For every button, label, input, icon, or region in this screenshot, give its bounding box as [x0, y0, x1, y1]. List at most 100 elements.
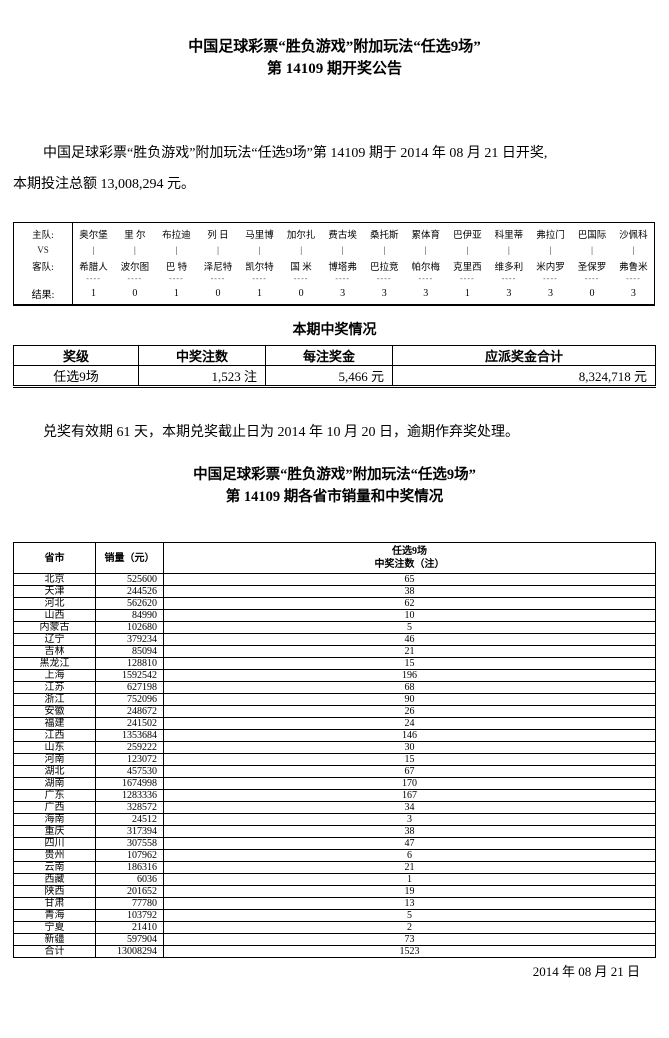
province-row: 北京 525600 65 [13, 573, 656, 586]
province-row: 四川 307558 47 [13, 837, 656, 850]
province-sales: 241502 [95, 717, 164, 730]
province-wins: 19 [163, 885, 656, 898]
province-wins: 47 [163, 837, 656, 850]
province-wins: 5 [163, 909, 656, 922]
province-sales: 562620 [95, 597, 164, 610]
province-row: 云南 186316 21 [13, 861, 656, 874]
page-title: 中国足球彩票“胜负游戏”附加玩法“任选9场” 第 14109 期开奖公告 [0, 36, 669, 80]
province-sales: 328572 [95, 801, 164, 814]
province-wins: 46 [163, 633, 656, 646]
province-row: 湖北 457530 67 [13, 765, 656, 778]
dash-separator: ---- [584, 274, 600, 283]
province-title-line2: 第 14109 期各省市销量和中奖情况 [225, 489, 444, 505]
province-name: 吉林 [13, 645, 96, 658]
province-row: 甘肃 77780 13 [13, 897, 656, 910]
result-row-label: 结果: [13, 283, 73, 305]
province-wins: 2 [163, 921, 656, 934]
match-away-team: 泽尼特 [203, 263, 233, 273]
match-home-team: 巴国际 [577, 231, 607, 241]
province-name: 浙江 [13, 693, 96, 706]
province-row: 山西 84990 10 [13, 609, 656, 622]
province-wins: 170 [163, 777, 656, 790]
province-wins: 90 [163, 693, 656, 706]
province-name: 北京 [13, 573, 96, 586]
province-sales: 248672 [95, 705, 164, 718]
match-away-team: 帕尔梅 [411, 263, 441, 273]
match-result: 1 [464, 288, 470, 299]
province-row: 辽宁 379234 46 [13, 633, 656, 646]
province-name: 上海 [13, 669, 96, 682]
match-table: 主队: 奥尔堡 里 尔 布拉迪 列 日 马里博 加尔扎 费古埃 桑托斯 累体育 巴伊亚 科里蒂 弗拉门… [13, 222, 655, 306]
dash-separator: ---- [127, 274, 143, 283]
province-wins: 26 [163, 705, 656, 718]
province-name: 江苏 [13, 681, 96, 694]
province-sales: 107962 [95, 849, 164, 862]
province-name: 河南 [13, 753, 96, 766]
match-result: 1 [173, 288, 179, 299]
match-away-team: 国 米 [290, 263, 312, 273]
province-name: 安徽 [13, 705, 96, 718]
province-sales: 752096 [95, 693, 164, 706]
province-wins: 196 [163, 669, 656, 682]
match-result: 3 [423, 288, 429, 299]
province-sales: 1283336 [95, 789, 164, 802]
province-row: 海南 24512 3 [13, 813, 656, 826]
match-home-team: 巴伊亚 [453, 231, 482, 241]
match-home-team: 弗拉门 [536, 231, 565, 241]
province-name: 云南 [13, 861, 96, 874]
province-row: 福建 241502 24 [13, 717, 656, 730]
page-title-line2: 第 14109 期开奖公告 [266, 61, 402, 77]
vs-separator: | [632, 245, 635, 255]
dash-separator: ---- [376, 274, 392, 283]
province-sales: 1353684 [95, 729, 164, 742]
province-sales: 13008294 [95, 945, 164, 958]
province-row: 吉林 85094 21 [13, 645, 656, 658]
dash-separator: ---- [252, 274, 267, 283]
prize-header-row: 奖级 中奖注数 每注奖金 应派奖金合计 [13, 345, 656, 366]
match-result: 1 [91, 288, 97, 299]
province-wins: 167 [163, 789, 656, 802]
province-wins: 73 [163, 933, 656, 946]
footer-date: 2014 年 08 月 21 日 [532, 964, 640, 979]
match-away-team: 巴 特 [165, 263, 188, 273]
province-wins: 5 [163, 621, 656, 634]
province-row: 河南 123072 15 [13, 753, 656, 766]
province-wins: 30 [163, 741, 656, 754]
province-name: 河北 [13, 597, 96, 610]
province-row: 合计 13008294 1523 [13, 945, 656, 958]
province-name: 合计 [13, 945, 96, 958]
vs-separator: | [300, 245, 302, 255]
province-name: 湖南 [13, 777, 96, 790]
province-name: 天津 [13, 585, 96, 598]
province-name: 四川 [13, 837, 96, 850]
province-sales: 259222 [95, 741, 164, 754]
prize-header-count: 中奖注数 [138, 345, 266, 366]
vs-separator: | [175, 245, 178, 255]
vs-separator: | [258, 245, 261, 255]
province-row: 重庆 317394 38 [13, 825, 656, 838]
dash-separator: ---- [335, 274, 350, 283]
match-home-team: 科里蒂 [494, 231, 524, 241]
province-header-name: 省市 [13, 542, 96, 574]
province-header-wins-line1: 任选9场 [392, 546, 427, 557]
province-row: 内蒙古 102680 5 [13, 621, 656, 634]
province-sales: 627198 [95, 681, 164, 694]
province-name: 新疆 [13, 933, 96, 946]
province-row: 河北 562620 62 [13, 597, 656, 610]
dash-separator: ---- [210, 274, 226, 283]
match-away-team: 博塔弗 [328, 263, 357, 273]
province-section-title: 中国足球彩票“胜负游戏”附加玩法“任选9场” 第 14109 期各省市销量和中奖… [0, 464, 669, 508]
province-name: 山东 [13, 741, 96, 754]
dash-separator: ---- [543, 274, 558, 283]
dash-separator: ---- [418, 274, 434, 283]
prize-level-value: 任选9场 [13, 365, 139, 387]
match-row-vs: VS | | | | | | | | | | | | | | [13, 242, 655, 258]
match-away-team: 克里西 [453, 263, 482, 273]
province-name: 内蒙古 [13, 621, 96, 634]
page-title-line1: 中国足球彩票“胜负游戏”附加玩法“任选9场” [188, 39, 481, 55]
match-home-team: 沙佩科 [619, 231, 648, 241]
dash-separator: ---- [460, 274, 475, 283]
vs-separator: | [466, 245, 469, 255]
province-sales: 1592542 [95, 669, 164, 682]
match-row-away: 客队: 希腊人 波尔图 巴 特 泽尼特 凯尔特 国 米 博塔弗 巴拉竞 帕尔梅 克里西 维多利 米内罗… [13, 258, 655, 274]
